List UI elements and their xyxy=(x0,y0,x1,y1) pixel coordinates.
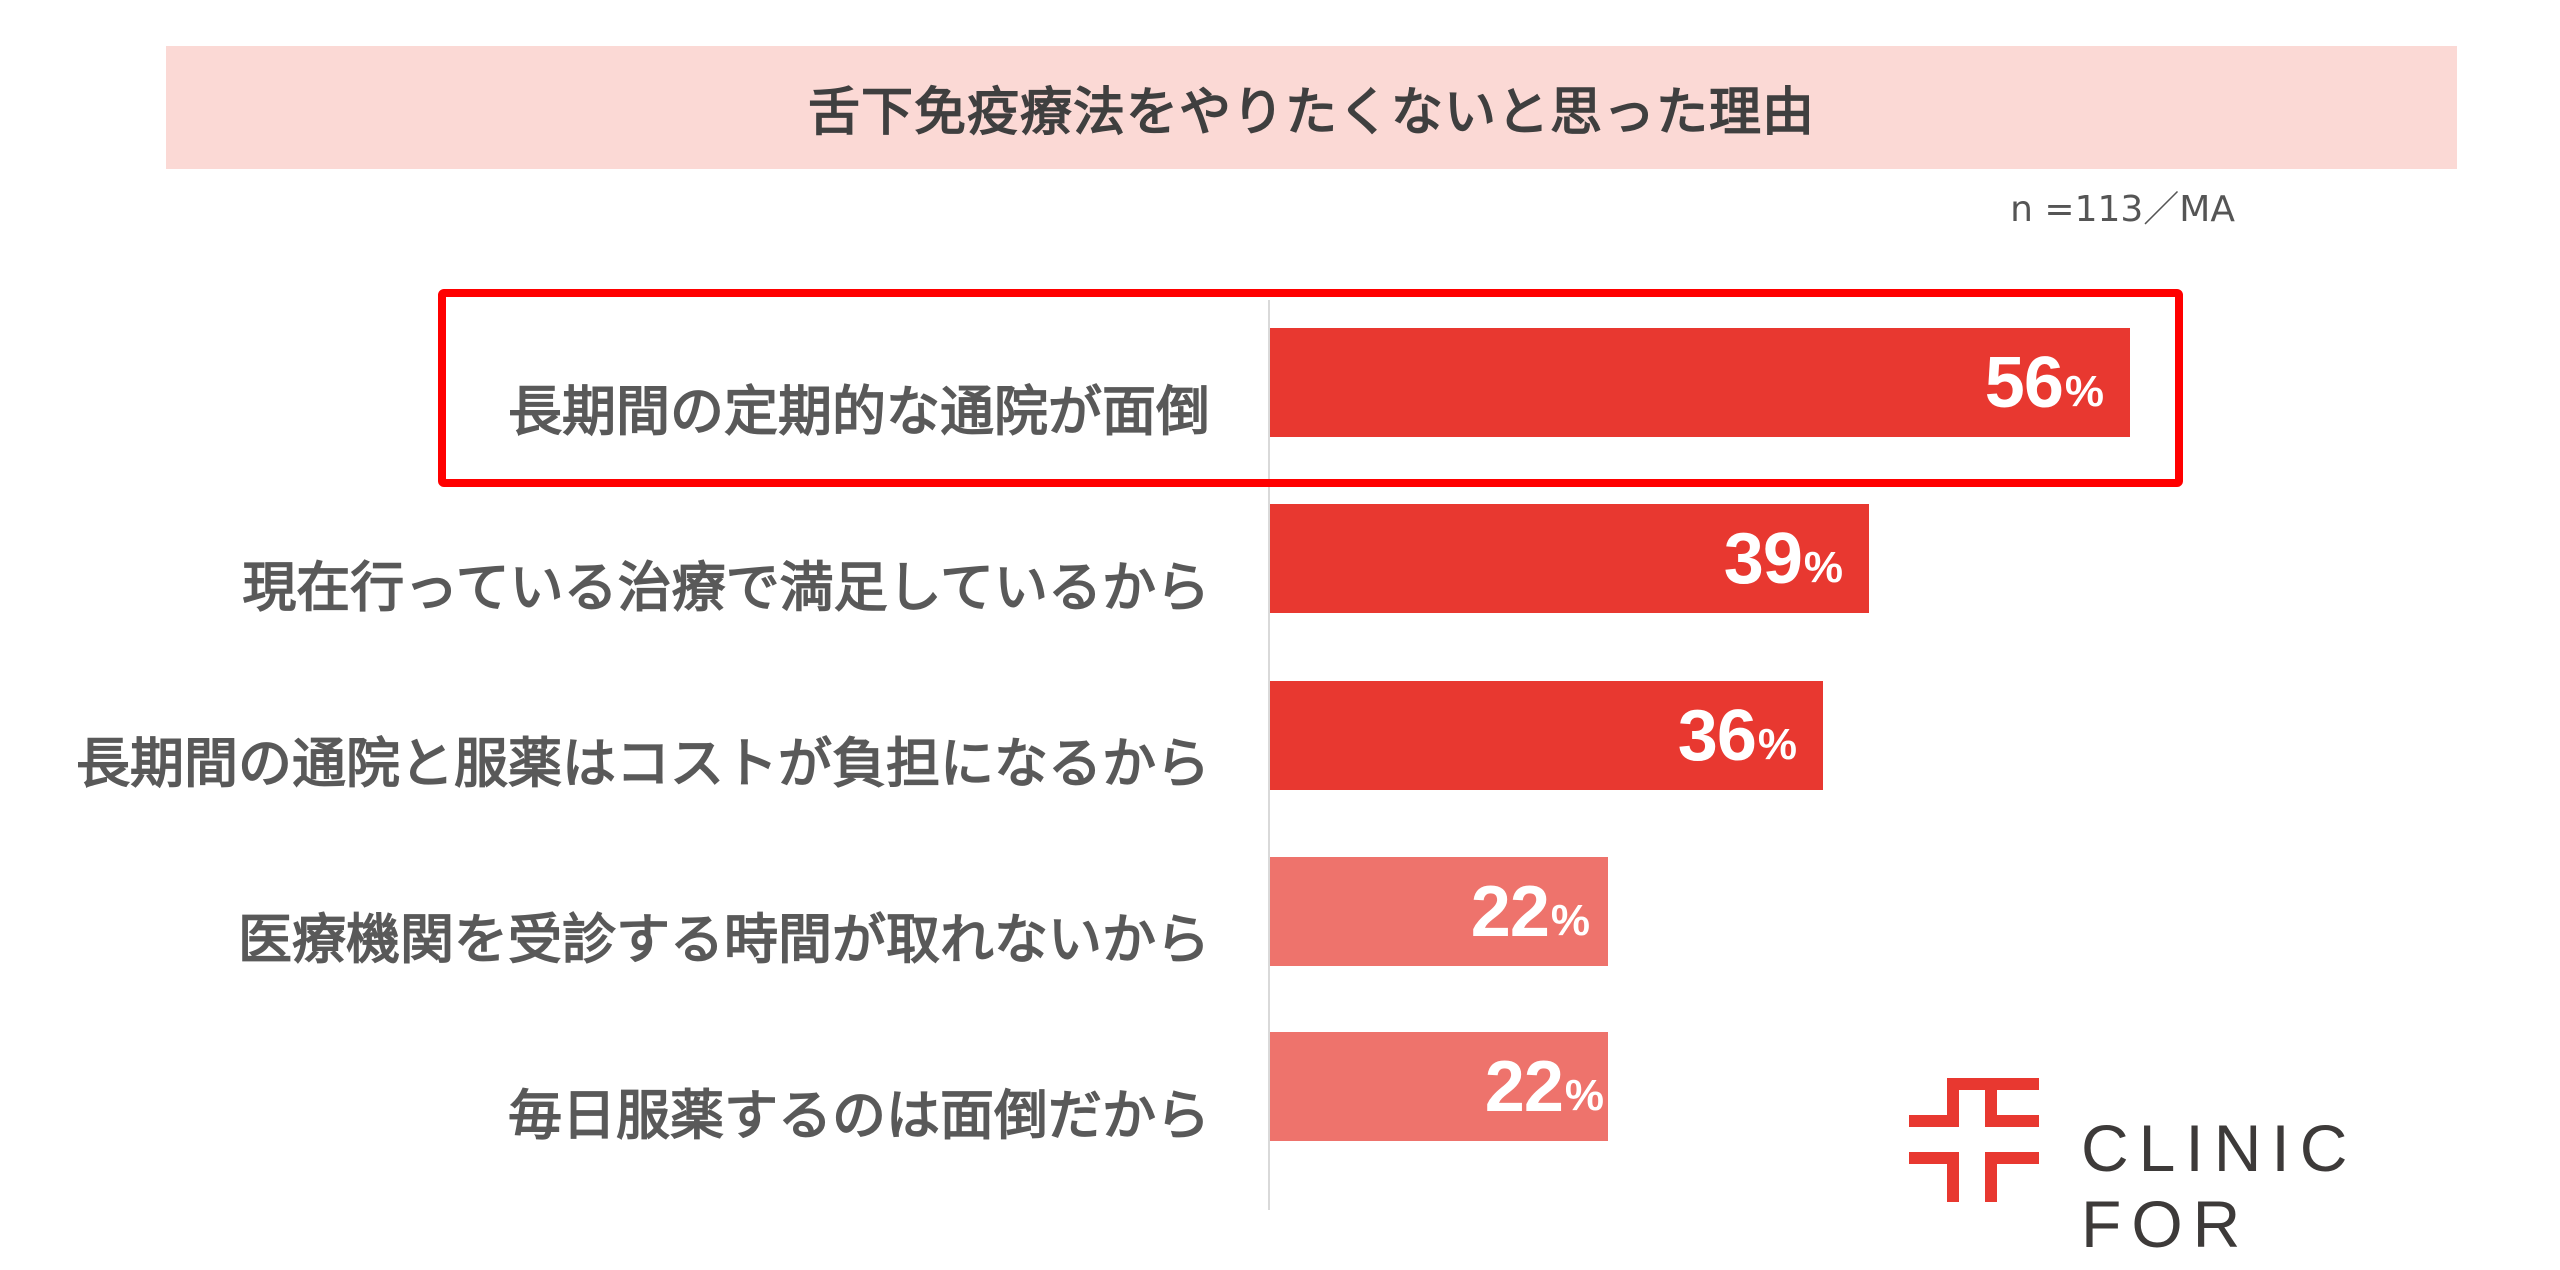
bar-label: 毎日服薬するのは面倒だから xyxy=(508,1084,1210,1147)
bar-value: 22 xyxy=(1470,871,1550,952)
bar-value: 39 xyxy=(1723,518,1803,599)
bar: 56% xyxy=(1270,328,2130,437)
bar-unit: % xyxy=(1564,1070,1604,1120)
logo-text: CLINIC FOR xyxy=(2081,1111,2358,1261)
highlight-box xyxy=(438,289,2183,487)
category-axis-line xyxy=(1268,300,1270,1210)
bar: 36% xyxy=(1270,681,1823,790)
bar: 22% xyxy=(1270,857,1608,966)
bar-unit: % xyxy=(1803,542,1843,592)
clinic-for-logo: CLINIC FOR xyxy=(1909,1078,2489,1261)
cross-bracket-icon xyxy=(1909,1078,2039,1202)
bar: 22% xyxy=(1270,1032,1608,1141)
bar-label: 現在行っている治療で満足しているから xyxy=(242,556,1210,619)
bar-label: 長期間の定期的な通院が面倒 xyxy=(508,380,1210,443)
bar-unit: % xyxy=(1757,719,1797,769)
chart-title: 舌下免疫療法をやりたくないと思った理由 xyxy=(807,83,1815,143)
bar-value: 56 xyxy=(1984,342,2064,423)
sample-size-note: n =113／MA xyxy=(2010,189,2235,230)
bar-value: 22 xyxy=(1484,1046,1564,1127)
bar-value: 36 xyxy=(1677,695,1757,776)
bar-unit: % xyxy=(1550,895,1590,945)
bar-unit: % xyxy=(2064,366,2104,416)
chart-title-band: 舌下免疫療法をやりたくないと思った理由 xyxy=(166,46,2457,169)
bar-label: 医療機関を受診する時間が取れないから xyxy=(238,908,1210,971)
bar-label: 長期間の通院と服薬はコストが負担になるから xyxy=(76,732,1210,795)
bar: 39% xyxy=(1270,504,1869,613)
